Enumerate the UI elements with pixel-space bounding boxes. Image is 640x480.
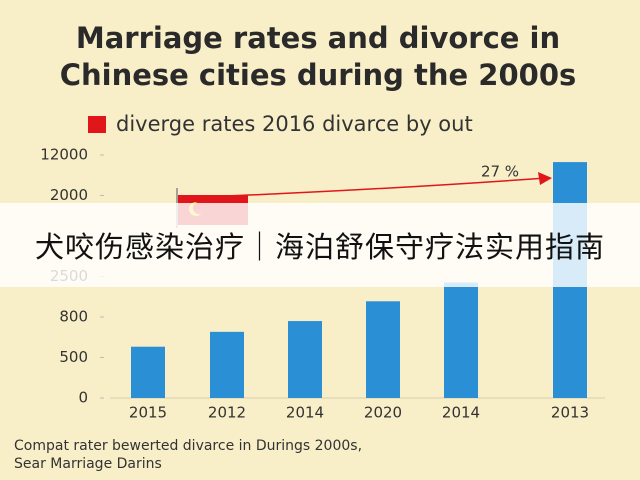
y-tick-label: 2000 bbox=[50, 186, 88, 204]
x-tick-label: 2014 bbox=[286, 404, 324, 422]
footnote: Sear Marriage Darins bbox=[14, 456, 162, 472]
trend-arrow bbox=[179, 177, 547, 199]
annotation: 27 % bbox=[481, 163, 519, 181]
x-tick-label: 2013 bbox=[551, 404, 589, 422]
chart-title: Chinese cities during the 2000s bbox=[60, 58, 577, 92]
arrow-head bbox=[538, 172, 552, 185]
y-tick-label: 0 bbox=[78, 389, 88, 407]
legend-swatch bbox=[88, 116, 106, 133]
x-tick-label: 2014 bbox=[442, 404, 480, 422]
chart-title: Marriage rates and divorce in bbox=[76, 21, 560, 55]
y-tick-label: 500 bbox=[59, 348, 88, 366]
bar bbox=[131, 346, 165, 398]
x-tick-label: 2015 bbox=[129, 404, 167, 422]
bar bbox=[444, 282, 478, 398]
bar bbox=[366, 301, 400, 398]
x-tick-label: 2020 bbox=[364, 404, 402, 422]
legend-label: diverge rates 2016 divarce by out bbox=[116, 112, 473, 136]
x-tick-label: 2012 bbox=[208, 404, 246, 422]
y-tick-label: 12000 bbox=[40, 146, 88, 164]
y-tick-label: 800 bbox=[59, 308, 88, 326]
overlay-banner: 犬咬伤感染治疗｜海泊舒保守疗法实用指南 bbox=[0, 203, 640, 287]
footnote: Compat rater bewerted divarce in Durings… bbox=[14, 438, 362, 454]
bar bbox=[288, 321, 322, 398]
bar bbox=[210, 331, 244, 398]
